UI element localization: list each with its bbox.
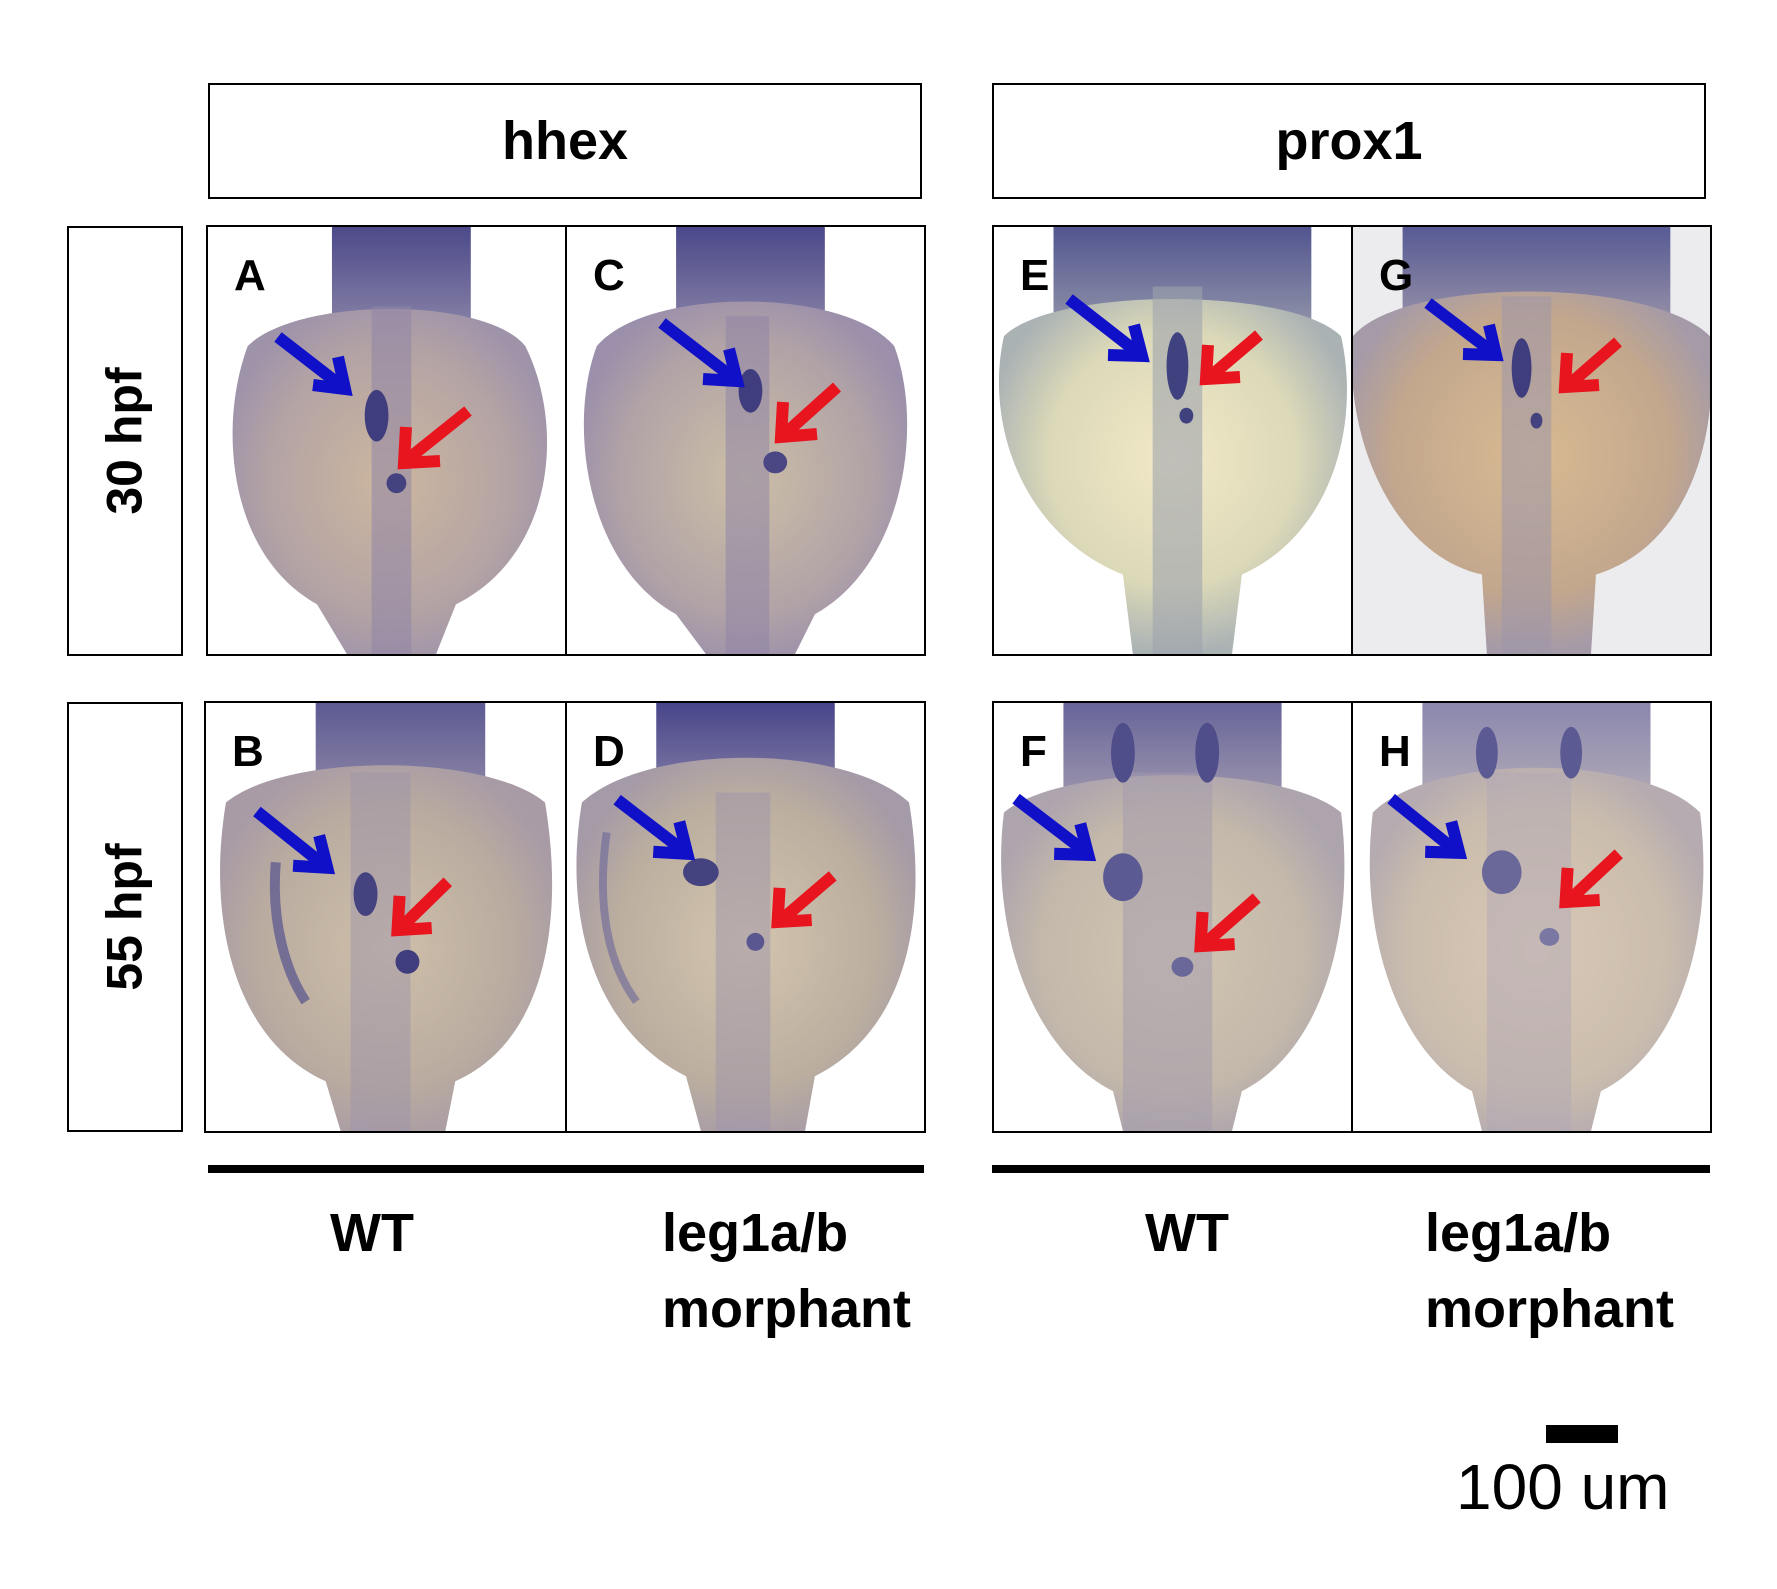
- embryo-image-b: [206, 703, 565, 1131]
- blue-arrow-g: [1424, 298, 1504, 362]
- panel-label-h: H: [1379, 727, 1411, 776]
- blue-arrow-d: [613, 794, 696, 861]
- gene-header-hhex: hhex: [208, 83, 922, 199]
- condition-wt-text-1: WT: [330, 1203, 414, 1263]
- red-arrow-f: [1194, 893, 1261, 953]
- red-arrow-a: [397, 406, 472, 470]
- blue-arrow-f: [1012, 793, 1097, 862]
- group-rule-prox1: [992, 1165, 1710, 1173]
- panel-label-b: B: [232, 727, 264, 776]
- red-arrow-c: [774, 382, 842, 444]
- panel-label-c: C: [593, 251, 625, 300]
- panel-b: B: [204, 701, 567, 1133]
- blue-arrow-b: [253, 806, 336, 875]
- embryo-image-a: [208, 227, 565, 654]
- condition-label-wt-prox1: WT: [1145, 1195, 1229, 1271]
- embryo-image-f: [994, 703, 1351, 1131]
- panel-label-d: D: [593, 727, 625, 776]
- condition-morphant-line1-text-2: leg1a/b: [1425, 1203, 1612, 1263]
- red-arrow-h: [1559, 849, 1623, 909]
- red-arrow-d: [771, 871, 837, 929]
- condition-morphant-line2-text-2: morphant: [1425, 1279, 1674, 1339]
- panel-h: H: [1351, 701, 1712, 1133]
- panel-c: C: [565, 225, 926, 656]
- embryo-image-e: [994, 227, 1351, 654]
- scale-bar-label: 100 um: [1456, 1451, 1670, 1523]
- red-arrow-e: [1199, 330, 1263, 386]
- embryo-image-g: [1353, 227, 1710, 654]
- panel-label-a: A: [234, 251, 266, 300]
- embryo-image-c: [567, 227, 924, 654]
- condition-label-morphant-hhex: leg1a/b morphant: [662, 1195, 911, 1347]
- row-label-55hpf-text: 55 hpf: [97, 843, 153, 991]
- condition-wt-text-2: WT: [1145, 1203, 1229, 1263]
- panel-d: D: [565, 701, 926, 1133]
- panel-label-e: E: [1020, 251, 1050, 300]
- panel-g: G: [1351, 225, 1712, 656]
- blue-arrow-c: [658, 318, 745, 388]
- scale-bar: [1546, 1425, 1618, 1443]
- blue-arrow-e: [1065, 294, 1150, 363]
- gene-header-hhex-text: hhex: [501, 111, 629, 171]
- condition-morphant-line2-text-1: morphant: [662, 1279, 911, 1339]
- blue-arrow-h: [1387, 793, 1468, 860]
- blue-arrow-a: [274, 332, 353, 397]
- condition-morphant-line1-text-1: leg1a/b: [662, 1203, 849, 1263]
- row-label-55hpf: 55 hpf: [67, 702, 183, 1132]
- row-label-30hpf: 30 hpf: [67, 226, 183, 656]
- panel-f: F: [992, 701, 1353, 1133]
- red-arrow-g: [1558, 337, 1622, 394]
- condition-label-wt-hhex: WT: [330, 1195, 414, 1271]
- panel-a: A: [206, 225, 567, 656]
- panel-label-g: G: [1379, 251, 1414, 300]
- red-arrow-b: [391, 877, 452, 937]
- gene-header-prox1-text: prox1: [1275, 111, 1423, 171]
- row-label-30hpf-text: 30 hpf: [97, 367, 153, 515]
- panel-label-f: F: [1020, 727, 1047, 776]
- group-rule-hhex: [208, 1165, 924, 1173]
- panel-e: E: [992, 225, 1353, 656]
- gene-header-prox1: prox1: [992, 83, 1706, 199]
- condition-label-morphant-prox1: leg1a/b morphant: [1425, 1195, 1674, 1347]
